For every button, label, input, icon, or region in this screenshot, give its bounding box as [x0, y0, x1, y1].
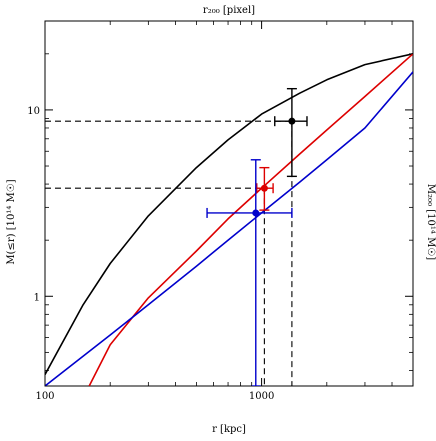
series-line [45, 71, 413, 386]
x-tick-label: 1000 [249, 391, 274, 402]
series-line [88, 53, 413, 386]
y-tick-label: 1 [34, 292, 40, 303]
right-axis-label: M₂₀₀ [10¹⁴ M☉] [425, 184, 436, 260]
top-axis-label: r₂₀₀ [pixel] [203, 5, 255, 16]
data-point [260, 184, 268, 192]
x-tick-label: 100 [35, 391, 54, 402]
data-point [288, 117, 296, 125]
x-axis-label: r [kpc] [212, 424, 246, 435]
y-axis-label: M(≤r) [10¹⁴ M☉] [6, 179, 17, 264]
y-tick-label: 10 [27, 106, 40, 117]
data-point [252, 209, 260, 217]
series-line [45, 53, 413, 375]
plot-frame [44, 20, 414, 387]
